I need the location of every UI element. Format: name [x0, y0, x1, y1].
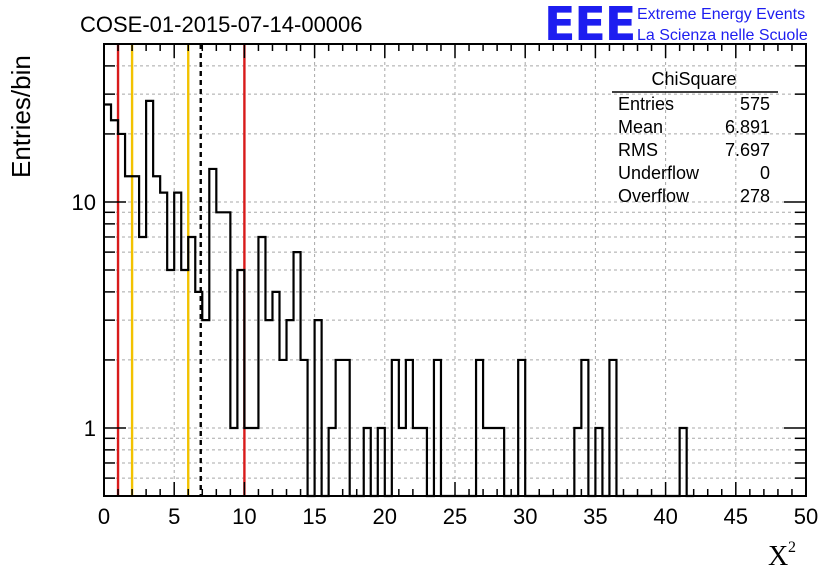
- logo-mark: EEE: [544, 0, 635, 51]
- stats-box: ChiSquare Entries 575 Mean 6.891 RMS 7.697 Und…: [612, 69, 778, 206]
- x-tick-label: 0: [98, 504, 110, 529]
- x-tick-label: 30: [513, 504, 537, 529]
- histogram-step-line: [104, 99, 694, 498]
- axis-ticks: [103, 43, 807, 497]
- y-axis-label: Entries/bin: [6, 55, 36, 178]
- logo-line-2: La Scienza nelle Scuole: [637, 27, 808, 44]
- x-tick-label: 15: [302, 504, 326, 529]
- x-tick-label: 20: [373, 504, 397, 529]
- x-axis-label-main: X: [768, 541, 788, 572]
- stats-row-value: 0: [760, 163, 770, 183]
- stats-row-label: Overflow: [618, 186, 690, 206]
- stats-row-value: 575: [740, 94, 770, 114]
- stats-row-value: 7.697: [725, 140, 770, 160]
- eee-logo: EEE Extreme Energy Events La Scienza nel…: [544, 0, 808, 51]
- x-tick-label: 5: [168, 504, 180, 529]
- stats-header: ChiSquare: [651, 69, 736, 89]
- x-tick-label: 25: [443, 504, 467, 529]
- x-tick-label: 10: [232, 504, 256, 529]
- x-axis-label-superscript: 2: [788, 539, 796, 556]
- logo-line-1: Extreme Energy Events: [637, 6, 805, 23]
- stats-row-label: Mean: [618, 117, 663, 137]
- x-axis-label: X 2: [768, 539, 796, 572]
- x-tick-label: 45: [724, 504, 748, 529]
- y-tick-label: 10: [72, 190, 96, 215]
- x-tick-label: 50: [794, 504, 818, 529]
- stats-row-label: Underflow: [618, 163, 700, 183]
- stats-row-label: Entries: [618, 94, 674, 114]
- y-tick-label: 1: [84, 416, 96, 441]
- x-tick-label: 35: [583, 504, 607, 529]
- x-tick-label: 40: [653, 504, 677, 529]
- chart-title: COSE-01-2015-07-14-00006: [80, 12, 363, 37]
- axis-tick-labels: 0 5 10 15 20 25 30 35 40 45 50 1 10: [72, 190, 819, 529]
- grid: [104, 44, 806, 496]
- stats-row-label: RMS: [618, 140, 658, 160]
- stats-row-value: 6.891: [725, 117, 770, 137]
- stats-row-value: 278: [740, 186, 770, 206]
